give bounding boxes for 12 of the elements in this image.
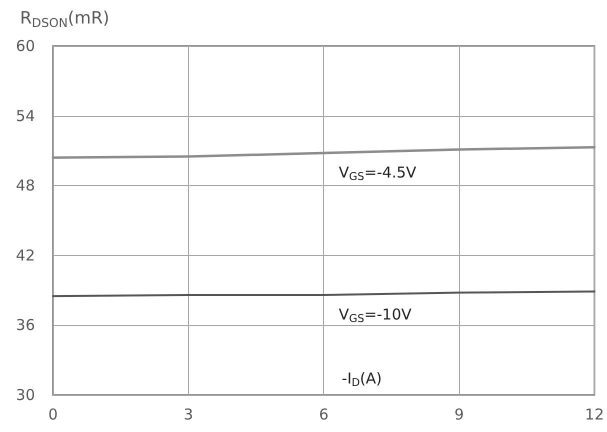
line-series — [52, 146, 596, 159]
x-tick-label: 6 — [318, 406, 328, 424]
y-tick-label: 30 — [16, 386, 35, 404]
y-tick-label: 36 — [16, 316, 35, 334]
x-tick-label: 3 — [184, 406, 194, 424]
x-tick-label: 12 — [584, 406, 604, 424]
x-tick-label: 0 — [48, 406, 58, 424]
y-tick-label: 54 — [16, 106, 35, 125]
y-tick-label: 48 — [16, 176, 35, 195]
y-tick-label: 42 — [16, 246, 35, 264]
y-tick-label: 60 — [16, 37, 35, 55]
x-tick-label: 9 — [454, 406, 464, 424]
